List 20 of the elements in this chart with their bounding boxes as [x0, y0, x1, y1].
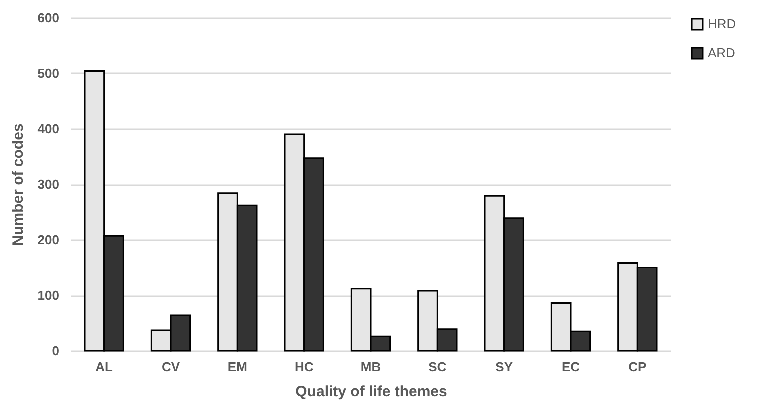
y-tick-label: 300: [38, 177, 60, 192]
x-tick-label: SC: [428, 360, 448, 374]
y-tick-label: 100: [38, 288, 60, 303]
x-tick-label: SY: [496, 360, 514, 374]
y-tick-label: 200: [38, 232, 60, 248]
y-tick-label: 400: [38, 122, 60, 136]
x-axis-title: Quality of life themes: [296, 384, 448, 400]
x-tick-label: HC: [294, 360, 314, 374]
x-tick-label: CP: [628, 360, 648, 374]
x-tick-label: EM: [228, 360, 248, 374]
y-tick-label: 500: [38, 66, 60, 81]
x-tick-label: MB: [360, 360, 382, 374]
y-tick-label: 600: [38, 10, 60, 26]
x-tick-label: CV: [162, 360, 180, 374]
legend-label: ARD: [708, 46, 736, 60]
x-tick-label: AL: [96, 360, 114, 374]
legend-label: HRD: [708, 16, 736, 32]
y-tick-label: 0: [52, 344, 60, 358]
x-tick-label: EC: [562, 360, 581, 374]
y-axis-title: Number of codes: [10, 124, 27, 246]
